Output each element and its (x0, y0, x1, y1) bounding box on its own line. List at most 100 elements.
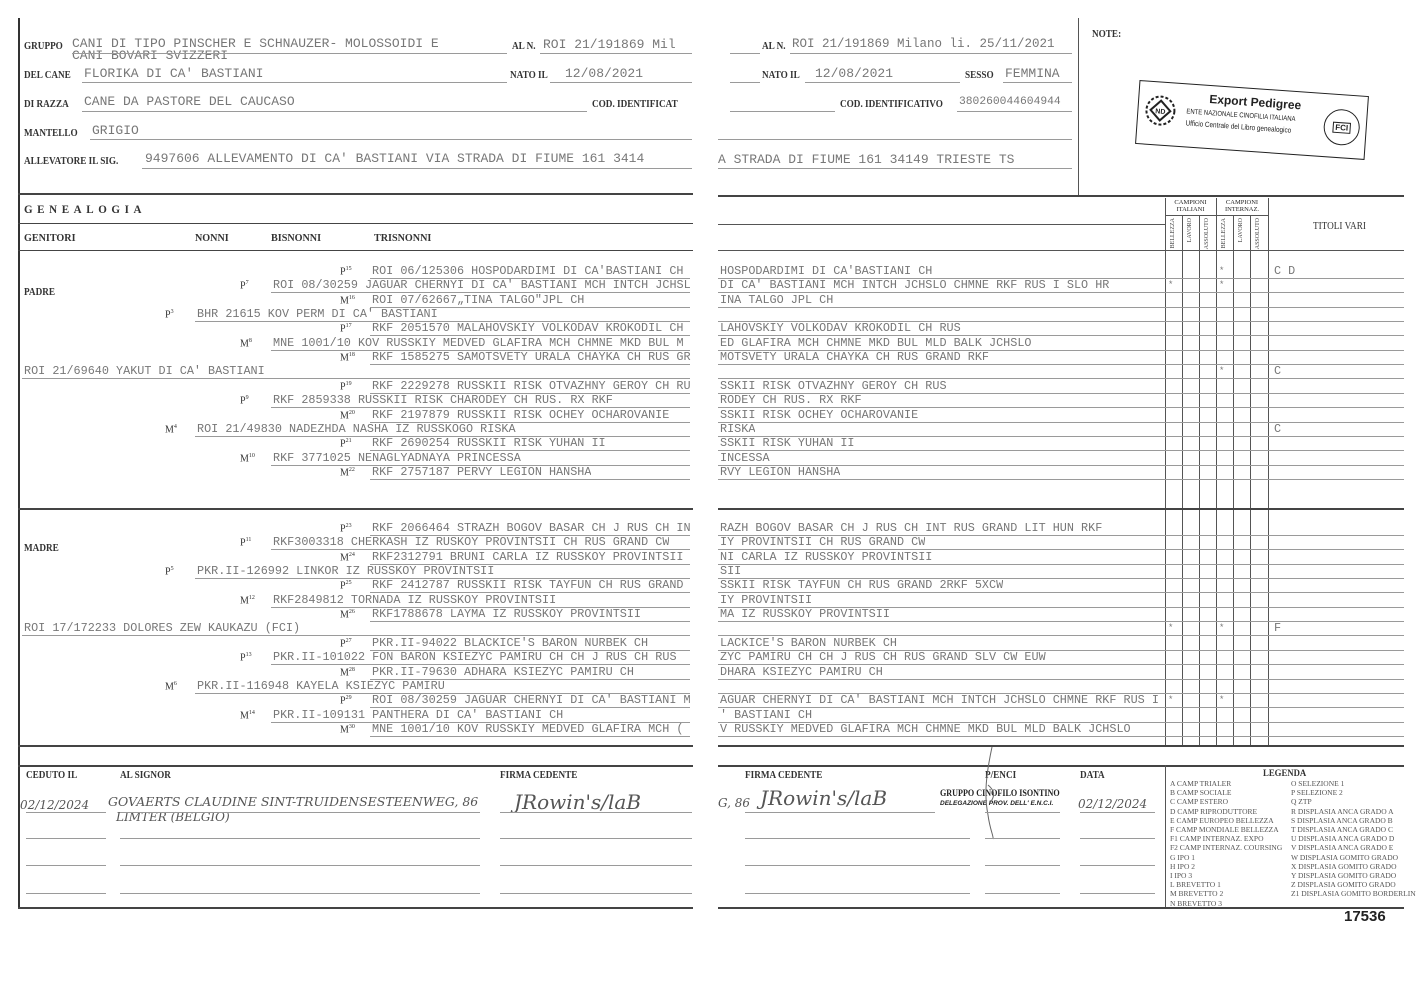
ancestor-entry: RKF 2412787 RUSSKII RISK TAYFUN CH RUS G… (372, 579, 684, 592)
al-signor-line1: GOVAERTS CLAUDINE SINT-TRUIDENSESTEENWEG… (108, 794, 479, 809)
ancestor-underline (370, 707, 690, 709)
ancestor-entry-continuation: MOTSVETY URALA CHAYKA CH RUS GRAND RKF (720, 351, 990, 364)
row-underline (718, 707, 1404, 709)
position-number: 8 (248, 337, 252, 344)
legend-item: T DISPLASIA ANCA GRADO C (1291, 825, 1393, 835)
pedigree-position-label: M16 (340, 295, 355, 306)
left-page-border (18, 18, 20, 908)
ancestor-underline (271, 721, 690, 723)
ancestor-underline (195, 321, 690, 323)
ancestor-entry: PKR.II-79630 ADHARA KSIEZYC PAMIRU CH (372, 665, 634, 678)
pedigree-position-label: P21 (340, 438, 352, 449)
pedigree-position-label: P25 (340, 580, 352, 591)
position-number: 15 (345, 266, 352, 272)
legend-item: A CAMP TRIALER (1170, 779, 1232, 788)
ancestor-entry: RKF2312791 BRUNI CARLA IZ RUSSKOY PROVIN… (372, 550, 684, 563)
ancestor-entry-continuation: LAHOVSKIY VOLKODAV KROKODIL CH RUS (720, 322, 961, 335)
col-trisnonni: TRISNONNI (374, 232, 432, 244)
ancestor-underline (370, 649, 690, 651)
position-letter: P (340, 695, 346, 707)
ancestor-underline (370, 278, 690, 279)
padre-label: PADRE (24, 287, 56, 298)
ancestor-entry-continuation: RODEY CH RUS. RX RKF (720, 394, 862, 407)
position-number: 11 (245, 537, 252, 544)
ancestor-entry: ROI 08/30259 JAGUAR CHERNYI DI CA' BASTI… (273, 279, 691, 292)
ancestor-entry: PKR.II-116948 KAYELA KSIEZYC PAMIRU (197, 679, 445, 692)
ancestor-underline (370, 306, 690, 308)
ancestor-entry: ROI 06/125306 HOSPODARDIMI DI CA'BASTIAN… (372, 265, 684, 277)
firma-cedente-label-right: FIRMA CEDENTE (745, 770, 823, 781)
svg-text:ND: ND (1155, 108, 1166, 116)
al-n-value-right: ROI 21/191869 Milano li. 25/11/2021 (792, 37, 1055, 51)
position-letter: P (165, 566, 171, 578)
razza-value: CANE DA PASTORE DEL CAUCASO (84, 94, 295, 109)
ancestor-entry-continuation: ED GLAFIRA MCH CHMNE MKD BUL MLD BALK JC… (720, 336, 1032, 349)
position-number: 5 (170, 566, 174, 573)
position-letter: P (340, 580, 346, 592)
row-underline (718, 635, 1404, 637)
position-letter: M (240, 338, 249, 350)
legend-item: Z DISPLASIA GOMITO GRADO (1291, 880, 1396, 890)
pedigree-position-label: P23 (340, 523, 352, 534)
row-underline (718, 678, 1404, 680)
data-value: 02/12/2024 (1078, 797, 1148, 811)
genealogia-title: GENEALOGIA (24, 202, 147, 216)
position-letter: P (240, 280, 246, 292)
row-underline (718, 563, 1404, 565)
signature: JRowin's/laB (514, 790, 642, 814)
ancestor-underline (271, 606, 690, 608)
row-underline (718, 649, 1404, 651)
ancestor-underline (271, 549, 690, 551)
position-letter: M (340, 724, 349, 736)
pedigree-position-label: M20 (340, 410, 355, 421)
ancestor-entry: ROI 07/62667„TINA TALGO"JPL CH (372, 293, 585, 306)
title-mark: * (1219, 280, 1225, 291)
al-n-label: AL N. (512, 41, 536, 52)
pedigree-position-label: M12 (240, 595, 255, 606)
ancestor-underline (370, 735, 690, 737)
row-underline (718, 435, 1404, 437)
row-underline (718, 549, 1404, 551)
ancestor-underline (271, 292, 690, 294)
sesso-value: FEMMINA (1005, 66, 1060, 81)
address-continuation: A STRADA DI FIUME 161 34149 TRIESTE TS (718, 152, 1015, 167)
position-number: 25 (345, 580, 352, 587)
serial-number: 17536 (1344, 908, 1386, 925)
ancestor-underline (271, 464, 690, 466)
del-cane-value: FLORIKA DI CA' BASTIANI (84, 66, 264, 81)
position-number: 28 (348, 666, 355, 673)
pedigree-position-label: P13 (240, 652, 252, 663)
legend-item: G IPO 1 (1170, 852, 1196, 862)
ancestor-underline (370, 478, 690, 480)
position-number: 19 (345, 380, 352, 387)
position-letter: M (240, 709, 249, 721)
al-n-value: ROI 21/191869 Mil (543, 37, 676, 52)
legend-left-column: A CAMP TRIALER B CAMP SOCIALE C CAMP ESTER… (1170, 779, 1282, 908)
address-fragment: G, 86 (718, 796, 751, 810)
ancestor-underline (370, 621, 690, 623)
row-underline (718, 335, 1404, 337)
pedigree-position-label: M8 (240, 338, 252, 349)
subcolumn-header: LAVORO (1187, 218, 1193, 243)
position-letter: M (340, 409, 349, 421)
position-number: 3 (170, 309, 174, 316)
legend-item: F CAMP MONDIALE BELLEZZA (1170, 825, 1279, 835)
ancestor-entry: RKF 3771025 NENAGLYADNAYA PRINCESSA (273, 451, 521, 464)
position-letter: P (165, 309, 171, 321)
legend-item: W DISPLASIA GOMITO GRADO (1291, 852, 1399, 862)
legend-item: P SELEZIONE 2 (1291, 788, 1343, 798)
allevatore-value: 9497606 ALLEVAMENTO DI CA' BASTIANI VIA … (145, 151, 645, 166)
title-mark: * (1219, 366, 1225, 377)
enci-logo-icon: ND (1143, 94, 1177, 128)
legend-item: I IPO 3 (1170, 871, 1193, 881)
ancestor-underline (370, 535, 690, 536)
row-underline (718, 721, 1404, 723)
titoli-vari-value: C (1274, 364, 1282, 379)
pedigree-position-label: M18 (340, 352, 355, 363)
campioni-internaz-header: CAMPIONI INTERNAZ. (1224, 199, 1260, 213)
subcolumn-header: BELLEZZA (1170, 218, 1176, 249)
position-number: 24 (348, 551, 355, 558)
row-underline (718, 378, 1404, 380)
firma-cedente-label: FIRMA CEDENTE (500, 770, 578, 781)
position-number: 30 (348, 723, 355, 730)
